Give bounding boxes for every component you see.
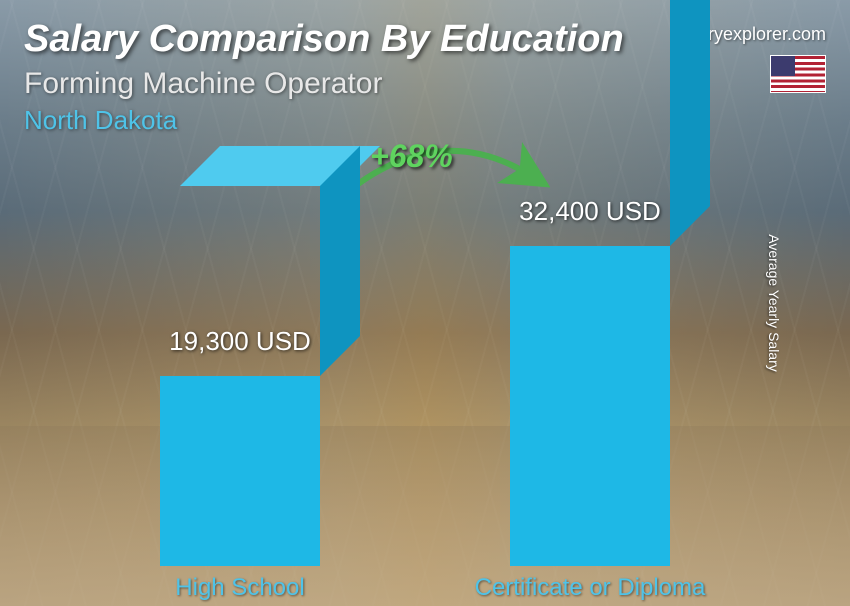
bar-label: Certificate or Diploma (450, 574, 730, 602)
bar-label: High School (100, 574, 380, 602)
bar-value: 19,300 USD (140, 326, 340, 357)
flag-icon (770, 55, 826, 93)
bar-side-face (670, 0, 710, 246)
flag-canton (771, 56, 795, 76)
chart-area: 19,300 USD High School 32,400 USD Certif… (60, 146, 770, 566)
bar-side-face (320, 146, 360, 376)
bar-3d (160, 376, 320, 566)
bar-value: 32,400 USD (490, 196, 690, 227)
bar-front-face (510, 246, 670, 566)
bar-3d (510, 246, 670, 566)
bar-front-face (160, 376, 320, 566)
